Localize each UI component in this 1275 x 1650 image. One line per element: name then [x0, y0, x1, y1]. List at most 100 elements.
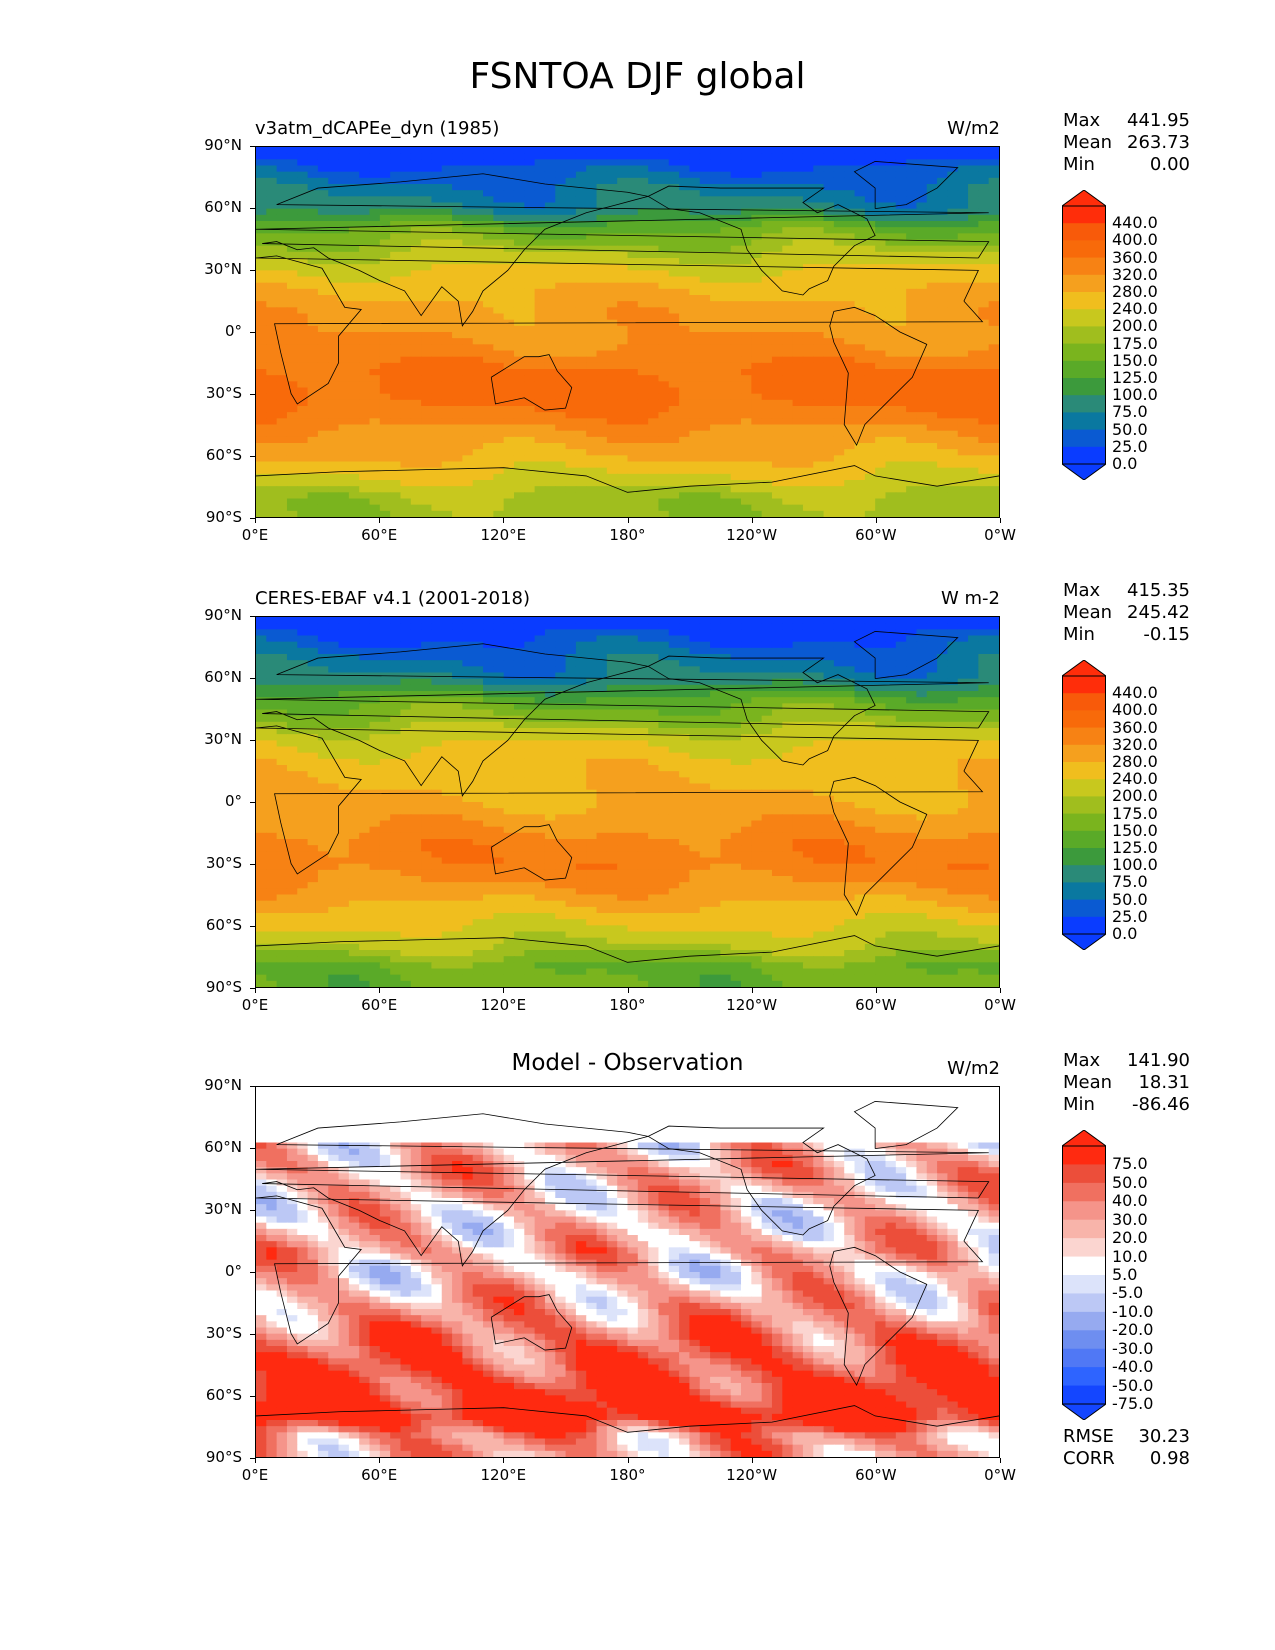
- colorbar-segment: [1062, 446, 1106, 465]
- heatmap-cell: [751, 498, 763, 506]
- heatmap-cell: [679, 362, 691, 370]
- heatmap-cell: [575, 264, 587, 271]
- heatmap-cell: [565, 375, 577, 382]
- heatmap-cell: [813, 239, 825, 247]
- heatmap-cell: [947, 295, 959, 302]
- heatmap-cell: [833, 455, 845, 463]
- heatmap-cell: [751, 436, 763, 444]
- heatmap-cell: [307, 288, 319, 296]
- heatmap-cell: [916, 412, 928, 419]
- heatmap-cell: [606, 350, 618, 358]
- coastline: [256, 173, 990, 327]
- heatmap-cell: [957, 177, 969, 185]
- heatmap-cell: [348, 418, 360, 426]
- heatmap-cell: [854, 214, 866, 222]
- heatmap-cell: [823, 629, 835, 637]
- heatmap-cell: [555, 288, 567, 296]
- heatmap-cell: [802, 492, 814, 500]
- heatmap-cell: [833, 276, 845, 284]
- heatmap-cell: [266, 443, 278, 450]
- heatmap-cell: [648, 430, 660, 438]
- heatmap-cell: [276, 239, 288, 247]
- heatmap-cell: [751, 455, 763, 463]
- heatmap-cell: [854, 461, 866, 469]
- heatmap-cell: [771, 233, 783, 241]
- heatmap-cell: [575, 480, 587, 487]
- heatmap-cell: [906, 647, 918, 655]
- heatmap-cell: [978, 455, 990, 463]
- heatmap-cell: [493, 356, 505, 364]
- heatmap-cell: [266, 467, 278, 475]
- heatmap-cell: [441, 270, 453, 278]
- heatmap-cell: [906, 635, 918, 643]
- heatmap-cell: [844, 473, 856, 481]
- heatmap-cell: [483, 264, 494, 271]
- heatmap-cell: [472, 202, 484, 210]
- heatmap-cell: [833, 159, 845, 167]
- colorbar-extend-min: [1062, 463, 1106, 480]
- heatmap-cell: [441, 654, 453, 661]
- heatmap-cell: [441, 301, 453, 308]
- colorbar-tick-label: 75.0: [1112, 402, 1148, 422]
- heatmap-cell: [524, 344, 536, 352]
- heatmap-cell: [359, 301, 371, 308]
- heatmap-cell: [297, 313, 309, 321]
- heatmap-cell: [741, 196, 752, 204]
- heatmap-cell: [524, 332, 536, 339]
- heatmap-cell: [606, 393, 618, 401]
- heatmap-cell: [864, 313, 876, 321]
- heatmap-cell: [906, 276, 918, 284]
- heatmap-cell: [297, 461, 309, 469]
- heatmap-cell: [307, 319, 319, 327]
- heatmap-cell: [679, 221, 691, 228]
- heatmap-cell: [637, 660, 649, 667]
- heatmap-cell: [648, 654, 660, 661]
- heatmap-cell: [978, 617, 990, 624]
- heatmap-cell: [256, 221, 267, 228]
- heatmap-cell: [400, 486, 412, 493]
- heatmap-cell: [658, 617, 670, 624]
- heatmap-cell: [668, 387, 680, 395]
- heatmap-cell: [565, 369, 577, 376]
- heatmap-cell: [462, 654, 474, 661]
- heatmap-cell: [689, 467, 701, 475]
- heatmap-cell: [575, 282, 587, 290]
- heatmap-cell: [462, 153, 474, 160]
- heatmap-cell: [751, 325, 763, 333]
- heatmap-cell: [256, 623, 267, 630]
- heatmap-cell: [596, 381, 608, 389]
- heatmap-cell: [596, 510, 608, 517]
- heatmap-cell: [833, 623, 845, 630]
- heatmap-cell: [864, 177, 876, 185]
- heatmap-cell: [266, 301, 278, 308]
- heatmap-cell: [317, 666, 329, 674]
- heatmap-cell: [617, 436, 629, 444]
- heatmap-cell: [978, 660, 990, 667]
- heatmap-cell: [503, 159, 515, 167]
- heatmap-cell: [544, 629, 556, 637]
- heatmap-cell: [390, 486, 402, 493]
- heatmap-cell: [833, 227, 845, 234]
- heatmap-cell: [596, 270, 608, 278]
- heatmap-cell: [957, 319, 969, 327]
- heatmap-cell: [317, 387, 329, 395]
- heatmap-cell: [699, 276, 711, 284]
- heatmap-cell: [513, 654, 525, 661]
- heatmap-cell: [379, 623, 391, 630]
- heatmap-cell: [926, 654, 938, 661]
- heatmap-cell: [771, 245, 783, 253]
- heatmap-cell: [297, 424, 309, 432]
- heatmap-cell: [452, 233, 463, 241]
- heatmap-cell: [286, 641, 298, 649]
- heatmap-cell: [400, 184, 412, 191]
- heatmap-cell: [885, 480, 897, 487]
- heatmap-cell: [761, 245, 773, 253]
- heatmap-cell: [730, 629, 742, 637]
- heatmap-cell: [596, 362, 608, 370]
- heatmap-cell: [823, 282, 835, 290]
- heatmap-cell: [802, 510, 814, 517]
- heatmap-cell: [431, 177, 443, 185]
- heatmap-cell: [730, 350, 742, 358]
- heatmap-cell: [658, 350, 670, 358]
- heatmap-cell: [885, 424, 897, 432]
